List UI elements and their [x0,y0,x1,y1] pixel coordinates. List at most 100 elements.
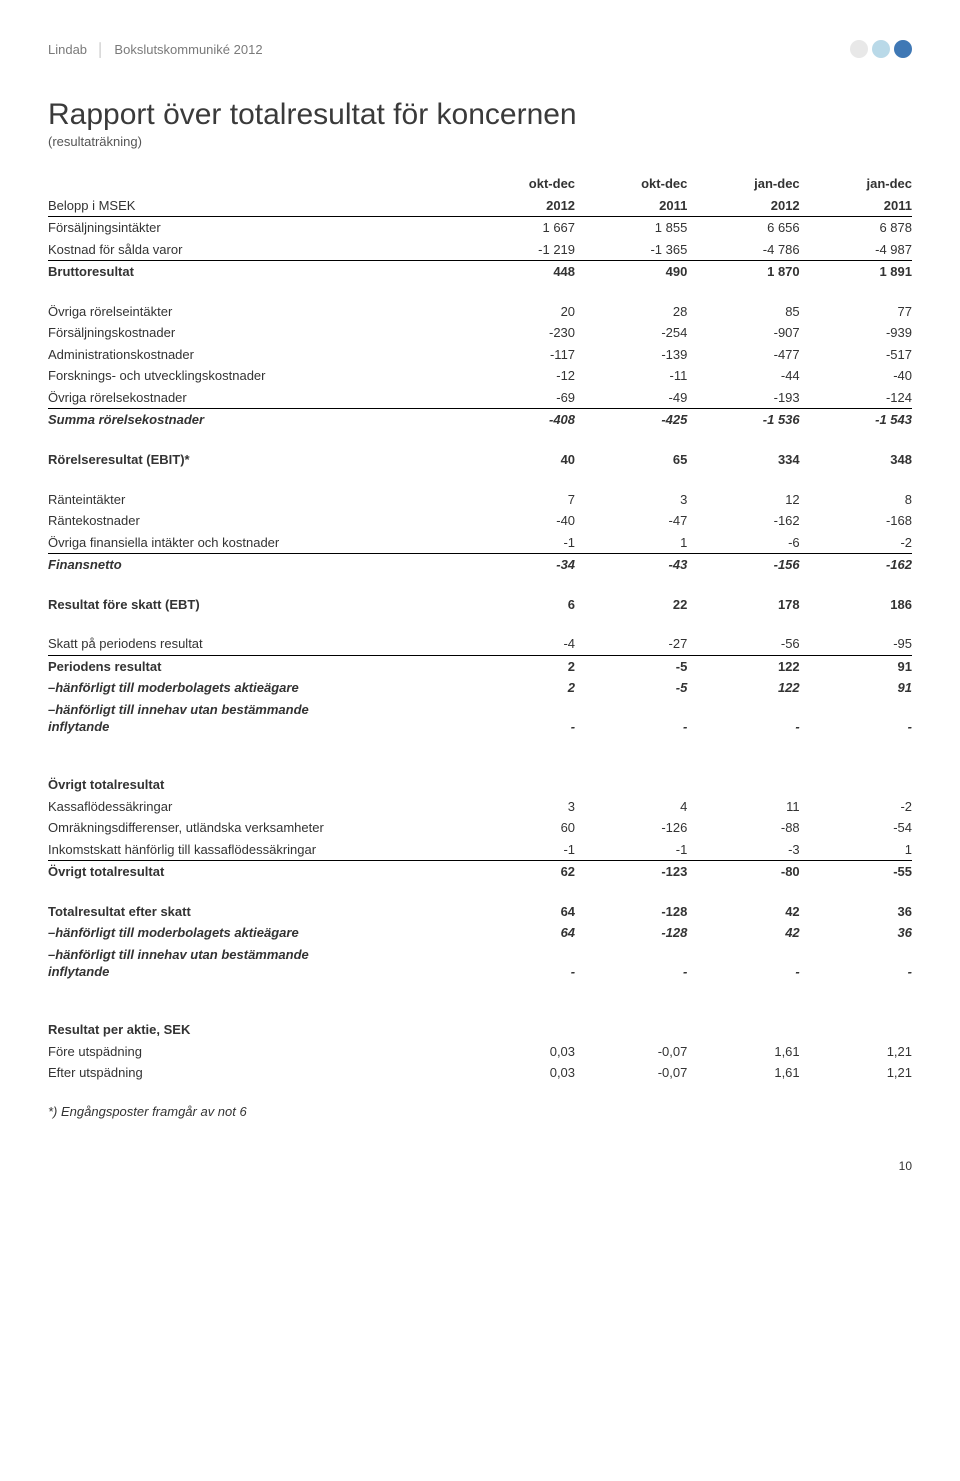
table-row: Totalresultat efter skatt64-1284236 [48,901,912,923]
cell-value: -1 [463,839,575,861]
cell-value: 42 [687,901,799,923]
cell-value: -168 [800,510,912,532]
cell-value: 42 [687,922,799,944]
year-3: 2012 [687,195,799,217]
cell-value: -55 [800,861,912,883]
cell-value [800,1019,912,1041]
cell-value: 60 [463,817,575,839]
section-table: Försäljningsintäkter1 6671 8556 6566 878… [48,217,912,283]
cell-value: -425 [575,409,687,431]
table-row: Före utspädning0,03-0,071,611,21 [48,1041,912,1063]
cell-value: -47 [575,510,687,532]
dot-3 [894,40,912,58]
cell-value: 64 [463,922,575,944]
row-label: Bruttoresultat [48,261,463,283]
row-label: Ränteintäkter [48,489,463,511]
cell-value: 186 [800,594,912,616]
cell-value: -43 [575,554,687,576]
cell-value: -1 365 [575,239,687,261]
cell-value: - [800,699,912,738]
cell-value: -123 [575,861,687,883]
cell-value: 1 891 [800,261,912,283]
table-row: Räntekostnader-40-47-162-168 [48,510,912,532]
section-gap [48,615,912,633]
cell-value: 28 [575,301,687,323]
cell-value: -477 [687,344,799,366]
section-gap [48,983,912,1019]
cell-value: 1 870 [687,261,799,283]
cell-value: 62 [463,861,575,883]
year-row: Belopp i MSEK 2012 2011 2012 2011 [48,195,912,217]
header-company: Lindab [48,42,87,57]
footnote: *) Engångsposter framgår av not 6 [48,1104,912,1119]
year-4: 2011 [800,195,912,217]
cell-value: 91 [800,677,912,699]
cell-value: -69 [463,387,575,409]
cell-value: -162 [687,510,799,532]
cell-value: 1,61 [687,1041,799,1063]
cell-value: -408 [463,409,575,431]
cell-value: -4 [463,633,575,655]
table-row: –hänförligt till innehav utan bestämmand… [48,944,912,983]
table-row: –hänförligt till moderbolagets aktieägar… [48,677,912,699]
table-row: Finansnetto-34-43-156-162 [48,554,912,576]
cell-value: -5 [575,677,687,699]
section-gap [48,883,912,901]
cell-value: 1 [575,532,687,554]
cell-value: 6 878 [800,217,912,239]
period-row: okt-dec okt-dec jan-dec jan-dec [48,173,912,195]
cell-value: -126 [575,817,687,839]
cell-value: -56 [687,633,799,655]
cell-value: -5 [575,655,687,677]
row-label: Övrigt totalresultat [48,861,463,883]
table-row: Summa rörelsekostnader-408-425-1 536-1 5… [48,409,912,431]
section-gap [48,738,912,774]
section-gap [48,576,912,594]
cell-value: -49 [575,387,687,409]
table-row: –hänförligt till moderbolagets aktieägar… [48,922,912,944]
cell-value: 11 [687,796,799,818]
row-label: Övriga rörelseintäkter [48,301,463,323]
cell-value: 2 [463,655,575,677]
year-1: 2012 [463,195,575,217]
cell-value: -40 [463,510,575,532]
cell-value: -517 [800,344,912,366]
section-table: Skatt på periodens resultat-4-27-56-95Pe… [48,633,912,738]
table-row: Övrigt totalresultat62-123-80-55 [48,861,912,883]
cell-value: 85 [687,301,799,323]
cell-value: 20 [463,301,575,323]
cell-value: 65 [575,449,687,471]
row-label: Rörelseresultat (EBIT)* [48,449,463,471]
table-row: Ränteintäkter73128 [48,489,912,511]
cell-value: 40 [463,449,575,471]
cell-value: - [800,944,912,983]
cell-value: -2 [800,796,912,818]
cell-value: -1 [463,532,575,554]
cell-value: 22 [575,594,687,616]
row-label: Övriga finansiella intäkter och kostnade… [48,532,463,554]
cell-value: 1,21 [800,1041,912,1063]
period-1: okt-dec [463,173,575,195]
cell-value: -128 [575,922,687,944]
cell-value: -162 [800,554,912,576]
row-label: Räntekostnader [48,510,463,532]
table-row: Skatt på periodens resultat-4-27-56-95 [48,633,912,655]
cell-value: -1 [575,839,687,861]
cell-value: -54 [800,817,912,839]
table-row: Omräkningsdifferenser, utländska verksam… [48,817,912,839]
cell-value: -88 [687,817,799,839]
cell-value: 12 [687,489,799,511]
cell-value: 8 [800,489,912,511]
year-2: 2011 [575,195,687,217]
cell-value: -1 219 [463,239,575,261]
table-row: –hänförligt till innehav utan bestämmand… [48,699,912,738]
row-label: Kassaflödessäkringar [48,796,463,818]
row-label: –hänförligt till moderbolagets aktieägar… [48,677,463,699]
row-label: Administrationskostnader [48,344,463,366]
section-table: Rörelseresultat (EBIT)*4065334348 [48,449,912,471]
row-label: Före utspädning [48,1041,463,1063]
cell-value: 77 [800,301,912,323]
cell-value: - [687,699,799,738]
row-label: Försäljningsintäkter [48,217,463,239]
cell-value: 0,03 [463,1041,575,1063]
